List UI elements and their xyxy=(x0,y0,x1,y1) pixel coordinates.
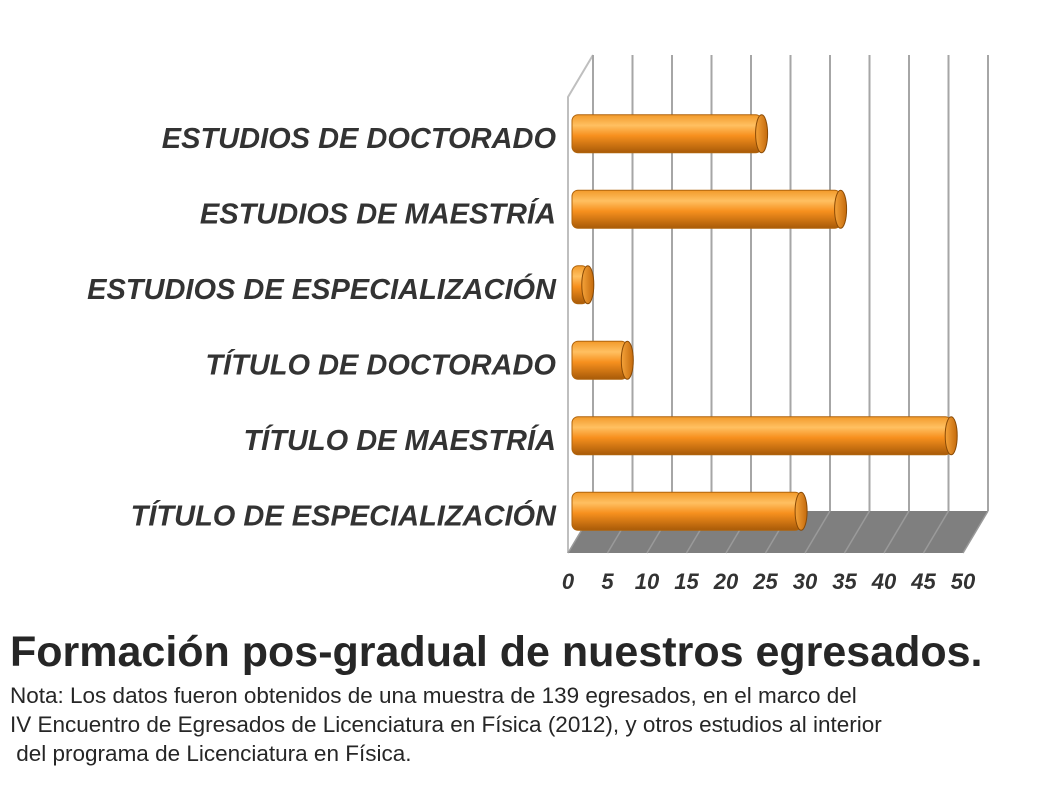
bar-end-cap-1 xyxy=(755,114,769,154)
caption-note-line-3: del programa de Licenciatura en Física. xyxy=(10,741,412,766)
x-tick-label-25: 25 xyxy=(752,569,778,594)
chart-left-wall xyxy=(567,54,594,553)
bar-1 xyxy=(571,114,769,154)
category-label-1: ESTUDIOS DE DOCTORADO xyxy=(162,123,557,155)
category-label-5: TÍTULO DE MAESTRÍA xyxy=(243,424,556,457)
x-tick-label-35: 35 xyxy=(832,569,857,594)
category-label-4: TÍTULO DE DOCTORADO xyxy=(205,348,556,381)
bar-layer xyxy=(571,114,958,531)
x-tick-label-15: 15 xyxy=(674,569,699,594)
bar-body-2 xyxy=(571,189,842,229)
bar-body-5 xyxy=(571,416,952,456)
bar-3 xyxy=(571,265,595,305)
x-tick-label-5: 5 xyxy=(601,569,614,594)
floor-gridline-30 xyxy=(804,510,831,554)
category-label-6: TÍTULO DE ESPECIALIZACIÓN xyxy=(131,498,557,532)
bar-end-cap-4 xyxy=(620,340,634,380)
bar-6 xyxy=(571,491,808,531)
x-axis-tick-labels: 0 5 10 15 20 25 30 35 40 45 50 xyxy=(562,569,976,594)
floor-gridline-50 xyxy=(962,510,989,554)
x-tick-label-10: 10 xyxy=(635,569,660,594)
figure-caption-title: Formación pos-gradual de nuestros egresa… xyxy=(10,628,983,676)
bar-end-cap-5 xyxy=(944,416,958,456)
bar-2 xyxy=(571,189,848,229)
category-labels: ESTUDIOS DE DOCTORADO ESTUDIOS DE MAESTRÍ… xyxy=(87,123,557,533)
bar-body-6 xyxy=(571,491,802,531)
caption-note-line-2: IV Encuentro de Egresados de Licenciatur… xyxy=(10,712,882,737)
bar-end-cap-6 xyxy=(794,491,808,531)
category-label-3: ESTUDIOS DE ESPECIALIZACIÓN xyxy=(87,272,557,306)
bar-4 xyxy=(571,340,634,380)
figure-caption-note: Nota: Los datos fueron obtenidos de una … xyxy=(10,681,1055,768)
floor-gridline-45 xyxy=(922,510,950,554)
bar-end-cap-2 xyxy=(834,189,848,229)
x-tick-label-50: 50 xyxy=(951,569,976,594)
floor-gridline-35 xyxy=(843,510,871,554)
floor-gridline-40 xyxy=(883,510,910,554)
x-tick-label-0: 0 xyxy=(562,569,575,594)
bar-chart: ESTUDIOS DE DOCTORADO ESTUDIOS DE MAESTRÍ… xyxy=(87,54,989,594)
x-tick-label-45: 45 xyxy=(910,569,936,594)
x-tick-label-20: 20 xyxy=(713,569,739,594)
x-tick-label-30: 30 xyxy=(793,569,818,594)
category-label-2: ESTUDIOS DE MAESTRÍA xyxy=(200,197,556,230)
x-tick-label-40: 40 xyxy=(871,569,897,594)
bar-body-4 xyxy=(571,340,628,380)
bar-5 xyxy=(571,416,958,456)
bar-end-cap-3 xyxy=(581,265,595,305)
caption-note-line-1: Nota: Los datos fueron obtenidos de una … xyxy=(10,683,857,708)
bar-body-1 xyxy=(571,114,763,154)
